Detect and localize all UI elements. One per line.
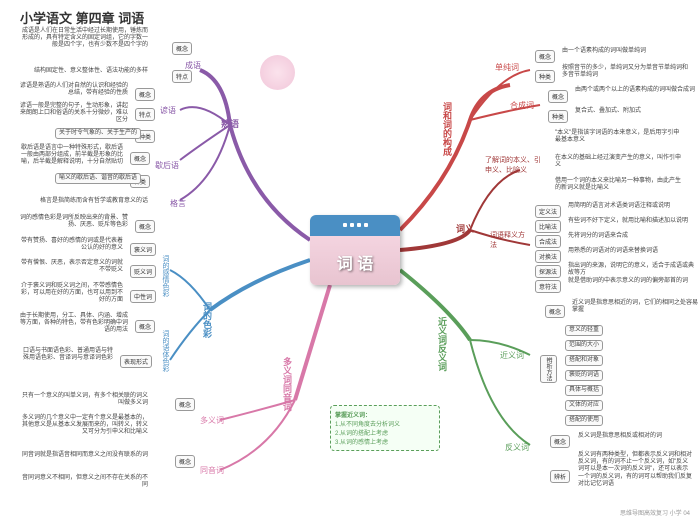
k: 概念 xyxy=(535,50,555,63)
leaf: 由于长期使用，分工、具体、内涵、增成等方面，各种的特色，带有色彩明确中词语的用法 xyxy=(18,313,128,335)
k: 概念 xyxy=(545,305,565,318)
node-jinyici: 近义词 xyxy=(500,350,524,361)
k: 意符法 xyxy=(535,280,561,293)
leaf: 搭配和对象 xyxy=(565,355,603,366)
branch-ciyi: 词义 xyxy=(450,220,480,237)
k: 中性词 xyxy=(130,290,156,303)
leaf: 近义词是指意思相近的词，它们的相同之处容易掌握 xyxy=(572,300,700,314)
k: 概念 xyxy=(550,435,570,448)
k: 特点 xyxy=(172,70,192,83)
leaf: 范围的大小 xyxy=(565,340,603,351)
k: 概念 xyxy=(130,152,150,165)
leaf: 文体的对应 xyxy=(565,400,603,411)
leaf: 反义词是指意思相反或相对的词 xyxy=(578,433,662,440)
center-node: 词 语 xyxy=(310,215,400,285)
leaf: 先将词分的词语来合成 xyxy=(568,233,628,240)
branch-duoyy: 多义词同音词 xyxy=(275,355,300,413)
leaf: 同音词就是指语音相同而意义之间没有联系的词 xyxy=(18,452,148,459)
center-label: 词 语 xyxy=(337,250,373,274)
k: 表现形式 xyxy=(120,355,152,368)
k: 定义法 xyxy=(535,205,561,218)
leaf: 搭配的使用 xyxy=(565,415,603,426)
leaf: 在本义的基础上经过演变产生的意义，叫作引申义 xyxy=(555,155,685,169)
node-geyan: 格言 xyxy=(170,198,186,209)
leaf: 借用一个词的本义来比喻另一种事物，由此产生的新词义就是比喻义 xyxy=(555,178,685,192)
k: 辨析方法 xyxy=(540,355,557,383)
k: 对换法 xyxy=(535,250,561,263)
k: 概念 xyxy=(175,398,195,411)
leaf: 歇后语是语言中一种特殊形式，歇后语一般由两部分组成，前半截是形象的比喻，后半截是… xyxy=(18,145,123,167)
leaf: 只有一个意义的叫单义词，有多个相关联的词义叫做多义词 xyxy=(18,393,148,407)
leaf: 按照音节的多少，单纯词又分为单音节单纯词和多音节单纯词 xyxy=(562,65,692,79)
leaf: 有些词不好下定义，就用比喻和描述加以说明 xyxy=(568,218,688,225)
page-title: 小学语文 第四章 词语 xyxy=(20,8,144,27)
node-xiehouyu: 歇后语 xyxy=(155,160,179,171)
leaf: "本义"是指该字词语的本来意义，是后用字引申最基本意义 xyxy=(555,130,685,144)
branch-shuyu: 熟语 xyxy=(215,115,245,132)
leaf: 意义的轻重 xyxy=(565,325,603,336)
node-fanyici: 反义词 xyxy=(505,442,529,453)
k: 概念 xyxy=(135,88,155,101)
leaf: 词的感情色彩是词所反映出来的背景、赞扬、厌恶、贬斥等色彩 xyxy=(18,215,128,229)
branch-secai: 词的色彩 xyxy=(195,300,220,340)
k: 概念 xyxy=(175,455,195,468)
leaf: 带有憎恨、厌恶，表示否定意义的词就不带贬义 xyxy=(18,260,123,274)
leaf: 音同词意义不相同，但意义之间不存在关系的不同 xyxy=(18,475,148,489)
node-shiyi: 词语释义方法 xyxy=(490,230,530,250)
k: 种类 xyxy=(548,110,568,123)
node-ganqing: 词的感情色彩 xyxy=(160,255,170,297)
k: 概念 xyxy=(135,320,155,333)
leaf: 由两个或两个以上的语素构成的词叫做合成词 xyxy=(575,87,695,94)
k: 种类 xyxy=(535,70,555,83)
k: 探源法 xyxy=(535,265,561,278)
node-yanyu: 谚语 xyxy=(160,105,176,116)
decoration xyxy=(260,55,295,90)
branch-goucheng: 词和词的构成 xyxy=(435,100,460,158)
k: 特点 xyxy=(135,108,155,121)
leaf: 关于时令气象的、关于生产的 xyxy=(55,128,141,139)
node-benyi: 了解词的本义、引申义、比喻义 xyxy=(485,155,545,175)
k: 辨析 xyxy=(550,470,570,483)
tip-box: 掌握近义词： 1.从不同角度去分析词义 2.从词的搭配上考虑 3.从词的感情上考… xyxy=(330,405,440,451)
leaf: 结构固定性、意义整体性、语法功能的多样 xyxy=(18,68,148,75)
leaf: 喻义的歇后语、谐音的歇后语 xyxy=(55,173,141,184)
leaf: 带有赞扬、喜好的感情的词或是代表着公认的好的意义 xyxy=(18,238,123,252)
k: 褒义词 xyxy=(130,243,156,256)
leaf: 就是借助词的中表示意义的词的偏旁部首的词 xyxy=(568,278,688,285)
node-hecheng: 合成词 xyxy=(510,100,534,111)
leaf: 指出词的来源，说明它的意义，适合于成语或典故等方 xyxy=(568,263,698,277)
k: 概念 xyxy=(548,90,568,103)
leaf: 介于褒义词和贬义词之间，不带感情色彩，可以用在好的方面，也可以用到不好的方面 xyxy=(18,283,123,305)
k: 比喻法 xyxy=(535,220,561,233)
k: 概念 xyxy=(135,220,155,233)
branch-jinyi: 近义词反义词 xyxy=(430,315,455,373)
leaf: 谚语是熟语的人们对自然的认识和经验的总结，带有经验的性质 xyxy=(18,83,128,97)
leaf: 成语是人们在日常生活中经过长期使用，锤炼而形成的，具有特定含义的固定词组，它的字… xyxy=(18,28,148,50)
node-yuti: 词的语体色彩 xyxy=(160,330,170,372)
leaf: 用简明的语言对术语类词语注释或说明 xyxy=(568,203,670,210)
k: 合成法 xyxy=(535,235,561,248)
leaf: 反义词有两种类型，但都表示反义词和相对反义词，有的词不止一个反义词，如"反义词可… xyxy=(578,452,693,488)
leaf: 口语与书面语色彩、普通用语与特殊用语色彩、音译词与意译词色彩 xyxy=(18,348,113,362)
leaf: 褒贬的词语 xyxy=(565,370,603,381)
leaf: 用熟悉的词语对的词语来替换词语 xyxy=(568,248,658,255)
k: 概念 xyxy=(172,42,192,55)
node-duoyi: 多义词 xyxy=(200,415,224,426)
leaf: 具体与概括 xyxy=(565,385,603,396)
leaf: 谚语一般是完整的句子，生动形象，讲起来朗朗上口和俗语的关系十分微妙，难以区分 xyxy=(18,103,128,125)
k: 贬义词 xyxy=(130,265,156,278)
node-danchun: 单纯词 xyxy=(495,62,519,73)
leaf: 多义词的几个意义中一定有个意义是最基本的，其他意义是从基本义发展而来的，叫转义，… xyxy=(18,415,148,437)
node-tongyin: 同音词 xyxy=(200,465,224,476)
leaf: 格言是指简练而含有哲学或教育意义的话 xyxy=(18,198,148,205)
leaf: 由一个语素构成的词叫做单纯词 xyxy=(562,48,646,55)
leaf: 复合式、叠加式、附加式 xyxy=(575,108,641,115)
footer: 思维导图高效复习 小学 04 xyxy=(620,508,690,517)
